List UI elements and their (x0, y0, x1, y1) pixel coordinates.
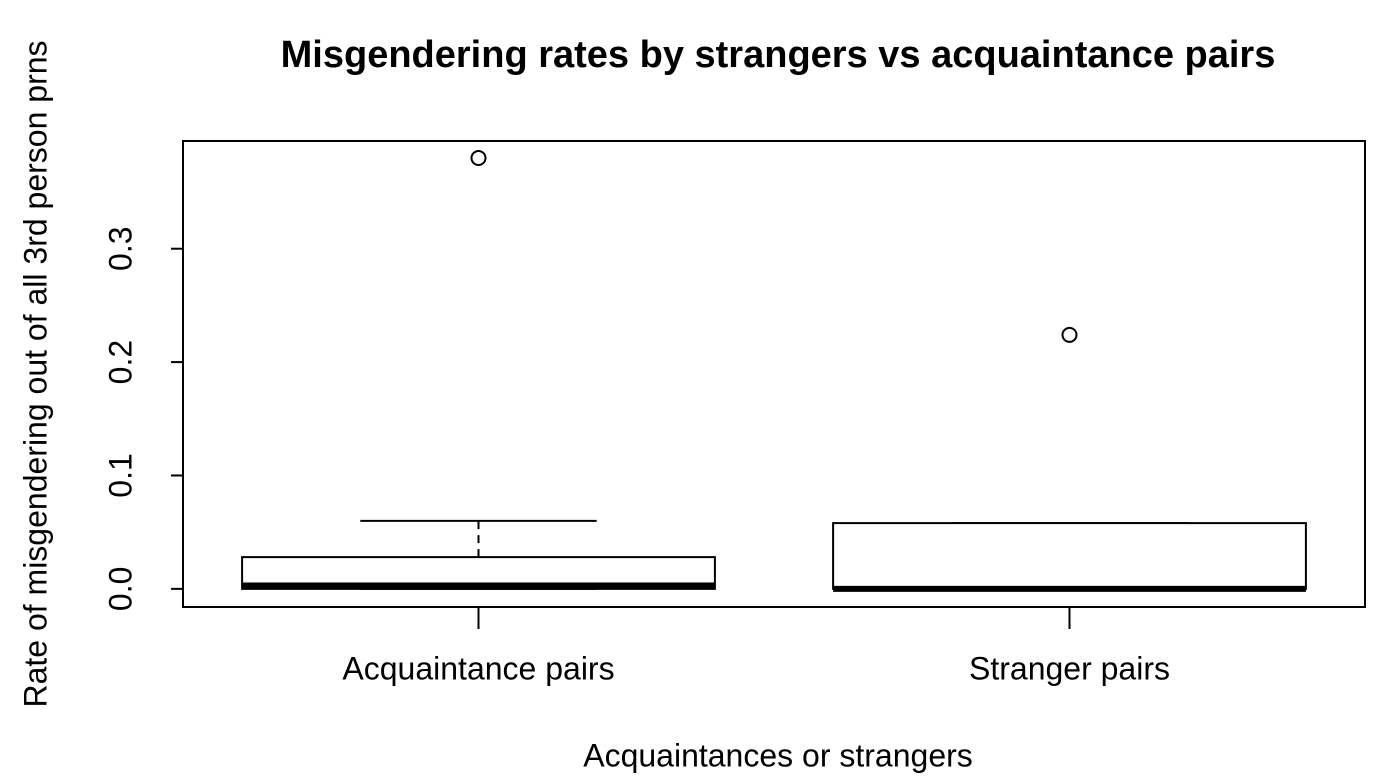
x-tick-label: Stranger pairs (969, 650, 1170, 686)
y-tick-label: 0.0 (102, 567, 138, 611)
box (832, 522, 1307, 590)
plot-frame (182, 140, 1366, 608)
y-axis-label: Rate of misgendering out of all 3rd pers… (17, 40, 53, 707)
y-tick-label: 0.3 (102, 226, 138, 270)
y-tick-label: 0.1 (102, 453, 138, 497)
x-tick-label: Acquaintance pairs (342, 650, 614, 686)
outlier (1061, 326, 1078, 343)
x-axis-label: Acquaintances or strangers (583, 737, 973, 773)
outlier (470, 150, 487, 167)
chart-title: Misgendering rates by strangers vs acqua… (281, 34, 1276, 76)
y-tick-label: 0.2 (102, 340, 138, 384)
